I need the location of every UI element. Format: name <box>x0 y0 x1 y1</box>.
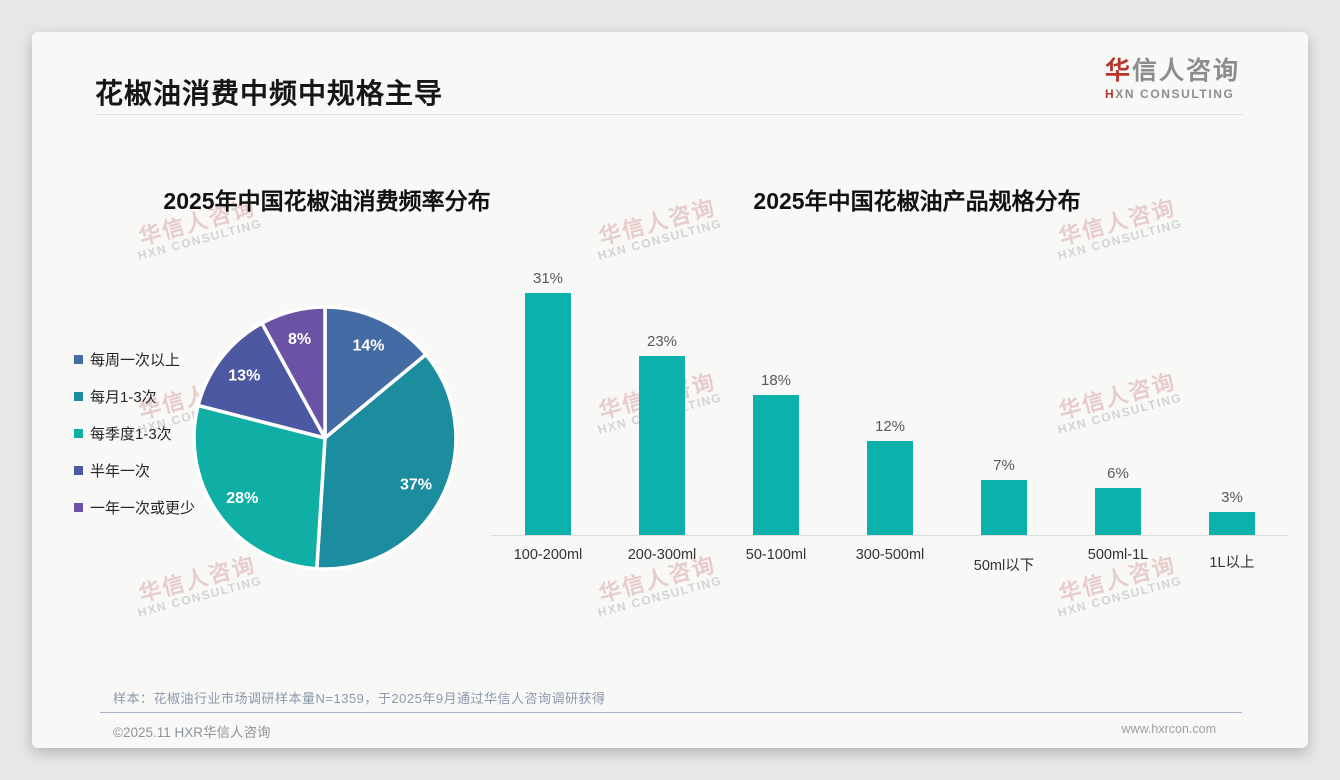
legend-swatch <box>74 392 83 401</box>
legend-swatch <box>74 466 83 475</box>
bar-value-label: 6% <box>1107 465 1129 482</box>
logo-chinese: 华信人咨询 <box>1104 57 1240 85</box>
legend-swatch <box>74 355 83 364</box>
bar-category-label: 300-500ml <box>855 547 925 563</box>
pie-slice <box>196 321 327 440</box>
bar-plot-area: 31% 23% 18% 12% 7% 6% 3% <box>491 265 1289 536</box>
legend-swatch <box>74 503 83 512</box>
bar-category-label: 50ml以下 <box>973 558 1035 574</box>
pie-chart-title: 2025年中国花椒油消费频率分布 <box>163 188 491 214</box>
logo-english: HXN CONSULTING <box>1104 86 1235 101</box>
pie-slice-label: 28% <box>226 490 258 507</box>
header-divider <box>95 114 1243 115</box>
bar <box>981 480 1027 535</box>
copyright-text: ©2025.11 HXR华信人咨询 <box>113 725 271 740</box>
bar-category-label: 50-100ml <box>745 547 807 563</box>
pie-legend: 每周一次以上 每月1-3次 每季度1-3次 半年一次一年一次或更少 <box>74 341 195 526</box>
bar <box>525 293 571 535</box>
bar-value-label: 12% <box>874 418 906 435</box>
legend-swatch <box>74 429 83 438</box>
pie-slice <box>323 305 428 440</box>
legend-label: 每月1-3次 <box>90 389 157 406</box>
pie-chart: 14% 37% 28% 13% 8% <box>192 305 458 571</box>
bar-x-axis-labels: 100-200ml 200-300ml 50-100ml 300-500ml 50ml以… <box>491 536 1289 574</box>
bar <box>753 395 799 535</box>
bar-column: 7% <box>947 457 1061 535</box>
legend-item: 每月1-3次 <box>74 378 195 415</box>
legend-label: 一年一次或更少 <box>90 500 196 517</box>
sample-footnote: 样本：花椒油行业市场调研样本量N=1359，于2025年9月通过华信人咨询调研获… <box>113 691 606 706</box>
bar <box>1095 488 1141 535</box>
bar-category-label: 200-300ml <box>627 547 697 563</box>
website-url: www.hxrcon.com <box>1121 722 1216 736</box>
bar-column: 3% <box>1175 489 1289 535</box>
bar <box>1209 512 1255 535</box>
page-title: 花椒油消费中频中规格主导 <box>95 78 444 109</box>
report-slide: 华信人咨询 HXN CONSULTING 华信人咨询 HXN CONSULTING 华信… <box>32 32 1308 748</box>
bar-category-label: 1L以上 <box>1209 555 1255 571</box>
pie-slice-label: 37% <box>400 476 432 493</box>
pie-slice <box>260 305 327 440</box>
pie-slice <box>315 352 458 571</box>
bar <box>639 356 685 535</box>
bar-category-label: 100-200ml <box>513 547 583 563</box>
bar-value-label: 3% <box>1221 489 1243 506</box>
bar-column: 23% <box>605 333 719 535</box>
bar-value-label: 18% <box>760 372 792 389</box>
pie-slice-label: 14% <box>352 338 384 355</box>
legend-label: 每周一次以上 <box>90 352 181 369</box>
bar-value-label: 31% <box>532 270 564 287</box>
bar-column: 18% <box>719 372 833 535</box>
bar-value-label: 23% <box>646 333 678 350</box>
bar-column: 6% <box>1061 465 1175 535</box>
bar-chart: 31% 23% 18% 12% 7% 6% 3% 100-200ml 200-300ml 50-… <box>491 265 1289 574</box>
bar-category-label: 500ml-1L <box>1087 547 1149 563</box>
pie-slice-label: 8% <box>288 331 311 348</box>
footer-divider <box>100 712 1242 713</box>
legend-label: 每季度1-3次 <box>90 426 172 443</box>
bar <box>867 441 913 535</box>
legend-item: 每周一次以上 <box>74 341 195 378</box>
legend-item: 一年一次或更少 <box>74 489 195 526</box>
legend-label: 半年一次 <box>90 463 151 480</box>
legend-item: 每季度1-3次 <box>74 415 195 452</box>
company-logo: 华信人咨询 HXN CONSULTING <box>1104 57 1240 101</box>
legend-item: 半年一次 <box>74 452 195 489</box>
bar-value-label: 7% <box>993 457 1015 474</box>
pie-slice <box>192 403 327 571</box>
bar-chart-title: 2025年中国花椒油产品规格分布 <box>753 188 1081 214</box>
bar-column: 31% <box>491 270 605 535</box>
pie-slice-label: 13% <box>228 367 260 384</box>
bar-column: 12% <box>833 418 947 535</box>
